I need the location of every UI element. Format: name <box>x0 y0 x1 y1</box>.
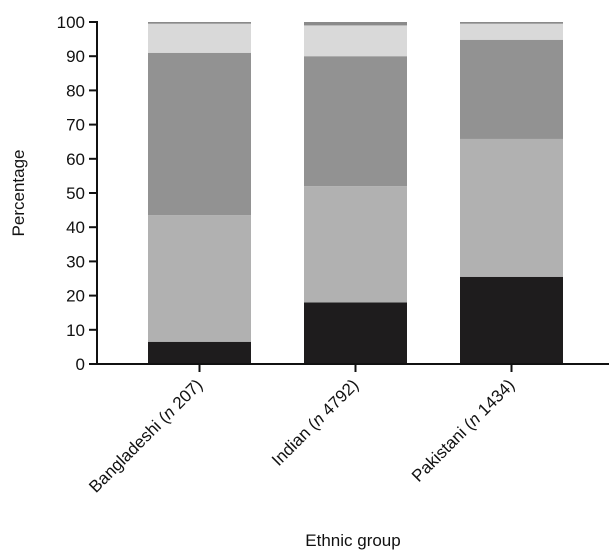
bar-segment <box>148 23 251 53</box>
y-tick-label: 80 <box>66 81 85 100</box>
bar-segment <box>148 341 251 364</box>
bar-segment <box>304 25 407 57</box>
x-tick-label: Indian (n 4792) <box>268 375 362 469</box>
x-tick-label-text: Pakistani ( <box>408 416 478 486</box>
x-tick-label: Pakistani (n 1434) <box>408 375 518 485</box>
bar-segment <box>460 23 563 40</box>
y-axis-ticks: 0 10 20 30 40 50 60 70 80 90 100 <box>57 13 97 374</box>
x-axis-ticks: Bangladeshi (n 207) Indian (n 4792) Pakist… <box>85 364 518 496</box>
y-tick-label: 70 <box>66 116 85 135</box>
x-tick-label-value: 1434) <box>471 375 519 423</box>
y-tick-label: 90 <box>66 47 85 66</box>
y-tick-label: 20 <box>66 287 85 306</box>
x-tick-label-value: 207) <box>165 375 206 416</box>
bar-segment <box>304 56 407 187</box>
bar-segment <box>460 22 563 24</box>
bars <box>148 22 563 364</box>
bar-segment <box>304 22 407 26</box>
x-tick-label-value: 4792) <box>315 375 363 423</box>
x-tick-label-text: Indian ( <box>268 416 322 470</box>
y-axis-title: Percentage <box>9 150 28 237</box>
y-tick-label: 0 <box>76 355 85 374</box>
bar-segment <box>460 138 563 277</box>
bar-segment <box>148 52 251 216</box>
x-tick-label: Bangladeshi (n 207) <box>85 375 206 496</box>
bar-segment <box>148 215 251 342</box>
bar-segment <box>304 302 407 364</box>
bar-segment <box>148 22 251 24</box>
y-tick-label: 10 <box>66 321 85 340</box>
y-tick-label: 50 <box>66 184 85 203</box>
y-tick-label: 30 <box>66 252 85 271</box>
x-axis-title: Ethnic group <box>305 531 400 550</box>
y-tick-label: 60 <box>66 150 85 169</box>
y-tick-label: 40 <box>66 218 85 237</box>
x-tick-label-text: Bangladeshi ( <box>85 409 172 496</box>
bar-segment <box>460 39 563 139</box>
bar-segment <box>460 276 563 364</box>
y-tick-label: 100 <box>57 13 85 32</box>
bar-segment <box>304 186 407 303</box>
